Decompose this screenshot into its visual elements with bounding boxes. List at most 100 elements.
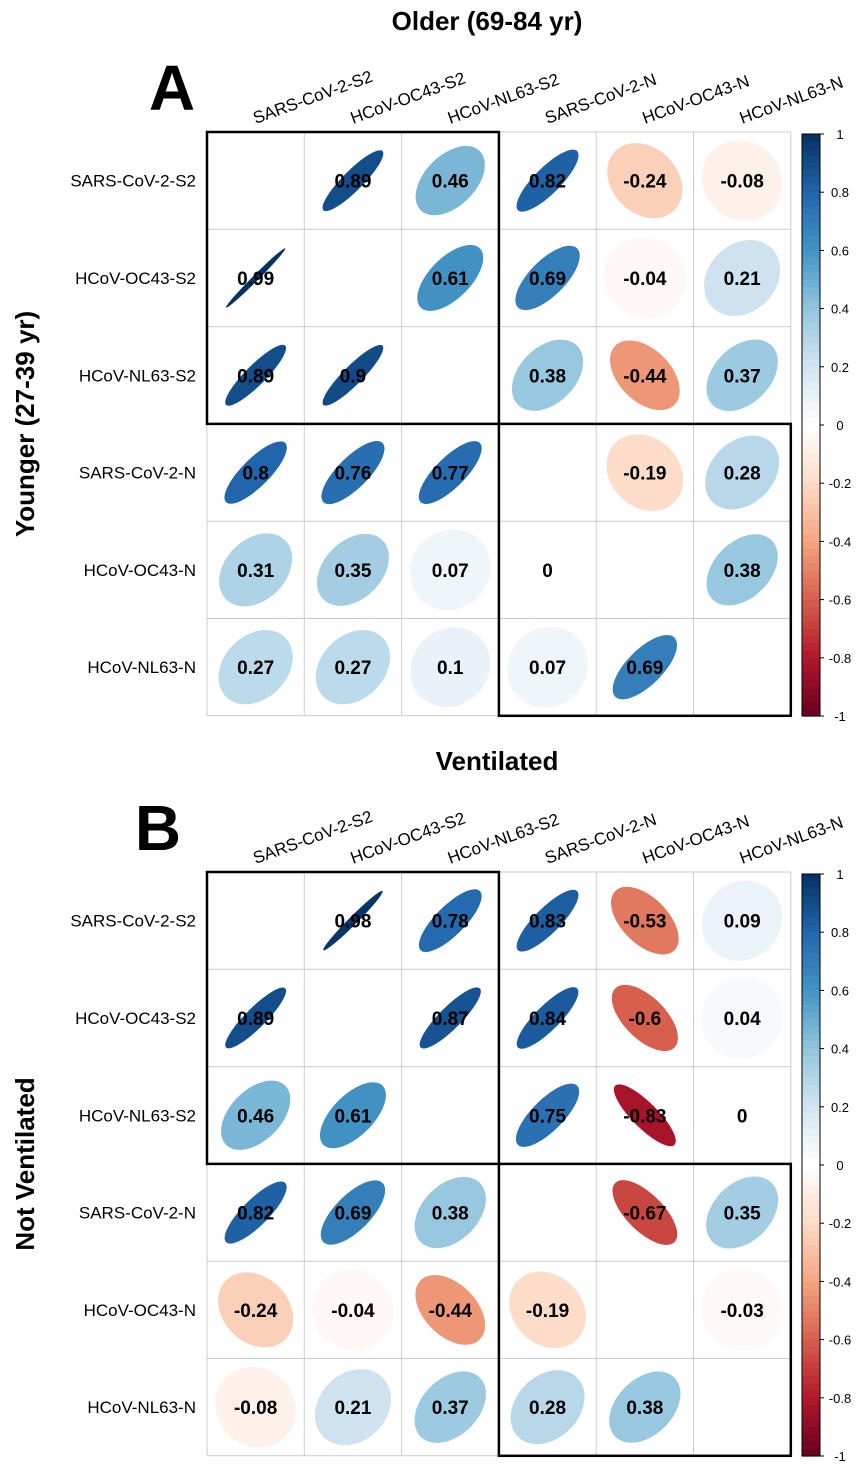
color-legend-band xyxy=(802,686,820,695)
row-label: HCoV-OC43-S2 xyxy=(75,1009,196,1028)
color-legend-band xyxy=(802,461,820,470)
correlation-value-label: 0.61 xyxy=(334,1106,371,1127)
color-legend-band xyxy=(802,1004,820,1013)
color-legend-band xyxy=(802,946,820,955)
color-legend-band xyxy=(802,1412,820,1421)
color-legend-band xyxy=(802,374,820,382)
correlation-ellipse xyxy=(414,1176,486,1249)
color-legend-band xyxy=(802,395,820,404)
color-legend-band xyxy=(802,1317,820,1326)
correlation-ellipse xyxy=(319,1082,386,1149)
correlation-ellipse xyxy=(612,1180,678,1245)
color-legend-tick-label: 0 xyxy=(836,418,843,433)
correlation-value-label: -0.19 xyxy=(526,1301,569,1322)
block-outline xyxy=(497,422,793,718)
color-legend-band xyxy=(802,330,820,339)
color-legend-band xyxy=(802,381,820,390)
color-legend-tick-label: -0.8 xyxy=(829,1391,851,1406)
block-outline xyxy=(205,130,501,426)
correlation-ellipse xyxy=(611,984,678,1052)
color-legend-band xyxy=(802,910,820,919)
correlation-ellipse xyxy=(419,987,481,1049)
color-legend-band xyxy=(802,548,820,557)
correlation-value-label: -0.08 xyxy=(234,1398,277,1419)
color-legend-band xyxy=(802,257,820,266)
color-legend-band xyxy=(802,679,820,688)
correlation-value-label: 0.84 xyxy=(529,1009,566,1030)
correlation-ellipse xyxy=(700,1073,784,1158)
panel-a: Older (69-84 yr) A Younger (27-39 yr) 0.… xyxy=(10,6,851,724)
correlation-value-label: 0.28 xyxy=(529,1398,566,1419)
correlation-value-label: 0.69 xyxy=(334,1204,371,1225)
correlation-matrix: 0.98 0.78 0.83 -0.53 0.09 0.89 0.87 0.84 -0.6 0.0… xyxy=(70,807,846,1458)
correlation-ellipse xyxy=(515,1083,580,1147)
color-legend-band xyxy=(802,148,820,157)
color-legend-band xyxy=(802,932,820,941)
row-label: HCoV-NL63-N xyxy=(87,658,196,677)
color-legend-tick-label: 0.4 xyxy=(831,302,849,317)
correlation-ellipse xyxy=(701,976,784,1059)
row-label: HCoV-OC43-N xyxy=(84,561,196,580)
correlation-value-label: 0.38 xyxy=(626,1398,663,1419)
color-legend-band xyxy=(802,1172,820,1181)
color-legend-band xyxy=(802,1128,820,1137)
color-legend-band xyxy=(802,1354,820,1363)
color-legend-band xyxy=(802,968,820,977)
correlation-ellipse xyxy=(414,1371,486,1443)
color-legend-tick-label: -0.4 xyxy=(829,1274,851,1289)
column-label: SARS-CoV-2-N xyxy=(542,810,659,868)
correlation-value-label: 0.98 xyxy=(334,912,371,933)
color-legend-band xyxy=(802,1339,820,1348)
color-legend-band xyxy=(802,519,820,528)
color-legend-band xyxy=(802,1084,820,1093)
color-legend-band xyxy=(802,990,820,999)
correlation-ellipse xyxy=(516,149,579,212)
correlation-value-label: 0.82 xyxy=(529,172,566,193)
correlation-value-label: 0.78 xyxy=(432,912,469,933)
color-legend-band xyxy=(802,315,820,324)
color-legend-band xyxy=(802,1441,820,1450)
correlation-ellipse xyxy=(410,627,491,708)
color-legend-band xyxy=(802,490,820,499)
color-legend-band xyxy=(802,250,820,259)
color-legend-band xyxy=(802,497,820,506)
color-legend-band xyxy=(802,177,820,186)
correlation-ellipse xyxy=(224,1181,287,1244)
color-legend-band xyxy=(802,264,820,273)
color-legend-band xyxy=(802,141,820,150)
row-label: SARS-CoV-2-N xyxy=(79,1204,196,1223)
correlation-value-label: 0.21 xyxy=(334,1398,371,1419)
color-legend-band xyxy=(802,1121,820,1130)
color-legend-band xyxy=(802,1194,820,1202)
color-legend-band xyxy=(802,1325,820,1333)
correlation-value-label: 0.69 xyxy=(626,658,663,679)
row-label: SARS-CoV-2-S2 xyxy=(70,172,196,191)
correlation-ellipse xyxy=(320,1180,386,1245)
color-legend-band xyxy=(802,1281,820,1290)
color-legend-band xyxy=(802,650,820,659)
correlation-value-label: 0.46 xyxy=(432,172,469,193)
correlation-value-label: -0.24 xyxy=(623,172,667,193)
correlation-value-label: 0.07 xyxy=(432,561,469,582)
color-legend-band xyxy=(802,665,820,673)
color-legend-band xyxy=(802,1303,820,1312)
correlation-value-label: 0.46 xyxy=(237,1106,274,1127)
correlation-ellipse xyxy=(509,1271,586,1349)
correlation-ellipse xyxy=(321,441,385,505)
color-legend-band xyxy=(802,1288,820,1297)
color-legend-band xyxy=(802,279,820,288)
correlation-value-label: 0.61 xyxy=(432,269,469,290)
correlation-ellipse xyxy=(705,435,780,510)
color-legend-tick-label: 0.2 xyxy=(831,360,849,375)
color-legend-band xyxy=(802,1012,820,1021)
color-legend-tick-label: 0.6 xyxy=(831,243,849,258)
correlation-value-label: -0.19 xyxy=(623,464,666,485)
color-legend-band xyxy=(802,1434,820,1443)
color-legend-band xyxy=(802,1143,820,1152)
color-legend-band xyxy=(802,694,820,703)
color-legend-tick-label: 1 xyxy=(836,127,843,142)
color-legend-band xyxy=(802,1070,820,1079)
color-legend-band xyxy=(802,475,820,484)
correlation-value-label: 0.1 xyxy=(437,658,464,679)
correlation-ellipse xyxy=(706,339,778,411)
